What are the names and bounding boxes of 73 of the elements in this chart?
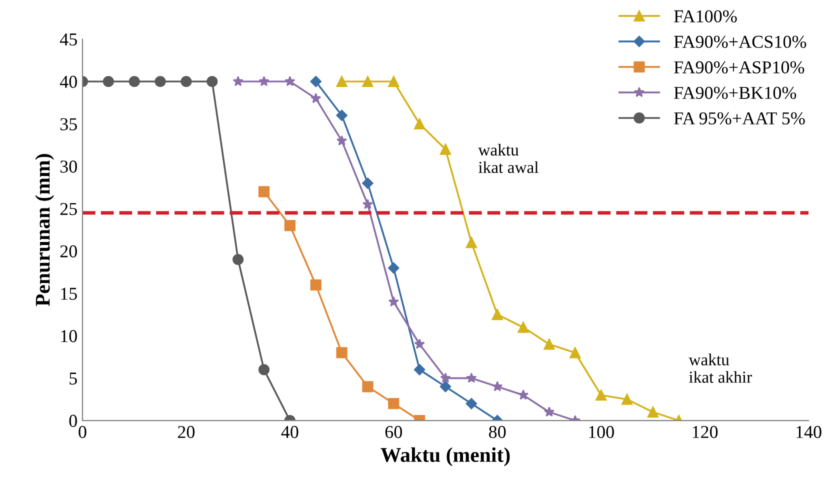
point (414, 118, 426, 130)
point (362, 381, 374, 392)
y-tick-label: 0 (69, 414, 77, 427)
x-tick-label: 20 (178, 426, 195, 438)
point (544, 406, 555, 417)
point (621, 394, 633, 405)
point (518, 390, 529, 400)
point (258, 76, 270, 86)
point (492, 309, 503, 320)
y-tick-label: 40 (60, 76, 77, 88)
point (310, 76, 322, 88)
x-tick-label: 0 (78, 426, 86, 438)
point (388, 296, 399, 307)
point (647, 406, 658, 418)
point (310, 92, 322, 104)
point (466, 372, 477, 383)
point (440, 144, 452, 155)
point (310, 279, 322, 290)
y-tick-label: 10 (61, 330, 77, 342)
legend-label: FA90%+BK10% (674, 86, 796, 100)
y-tick-label: 20 (60, 245, 77, 258)
point (362, 178, 374, 189)
point (388, 398, 400, 410)
point (466, 398, 478, 410)
point (388, 262, 400, 274)
point (206, 76, 218, 88)
legend-label: FA 95%+AAT 5% (674, 112, 805, 125)
point (388, 76, 400, 88)
point (154, 76, 166, 88)
point (466, 236, 477, 248)
annotation: waktu ikat akhir (688, 354, 752, 383)
point (336, 135, 348, 146)
point (128, 76, 140, 88)
point (102, 76, 114, 88)
point (180, 76, 192, 88)
y-tick-label: 15 (61, 288, 77, 300)
y-tick-label: 25 (60, 202, 77, 216)
legend-label: FA100% (674, 10, 737, 22)
x-tick-label: 120 (692, 426, 718, 438)
y-tick-label: 45 (60, 34, 77, 46)
point (440, 381, 452, 392)
legend-label: FA90%+ASP10% (674, 61, 804, 74)
point (284, 220, 296, 232)
point (362, 76, 374, 88)
point (596, 390, 607, 401)
x-axis-title: Waktu (menit) (380, 447, 510, 466)
point (570, 347, 581, 358)
point (258, 186, 270, 198)
point (440, 372, 451, 383)
x-tick-label: 80 (489, 426, 506, 438)
point (232, 76, 244, 86)
point (336, 110, 348, 122)
point (518, 322, 529, 333)
point (362, 198, 374, 210)
y-tick-label: 5 (70, 372, 77, 385)
legend-label: FA90%+ACS10% (674, 36, 806, 48)
y-tick-label: 30 (60, 160, 77, 173)
point (336, 76, 348, 88)
point (492, 381, 503, 392)
point (336, 347, 348, 358)
point (544, 338, 555, 350)
point (414, 338, 425, 349)
x-tick-label: 100 (589, 426, 614, 438)
y-tick-label: 35 (60, 118, 77, 130)
x-tick-label: 140 (796, 426, 822, 438)
point (284, 76, 296, 86)
y-axis-title: Penurunan (mm) (35, 154, 54, 306)
annotation: waktu ikat awal (478, 144, 538, 174)
point (414, 364, 426, 376)
x-tick-label: 60 (385, 426, 402, 438)
x-tick-label: 40 (281, 426, 298, 438)
point (258, 364, 270, 376)
point (232, 254, 244, 266)
